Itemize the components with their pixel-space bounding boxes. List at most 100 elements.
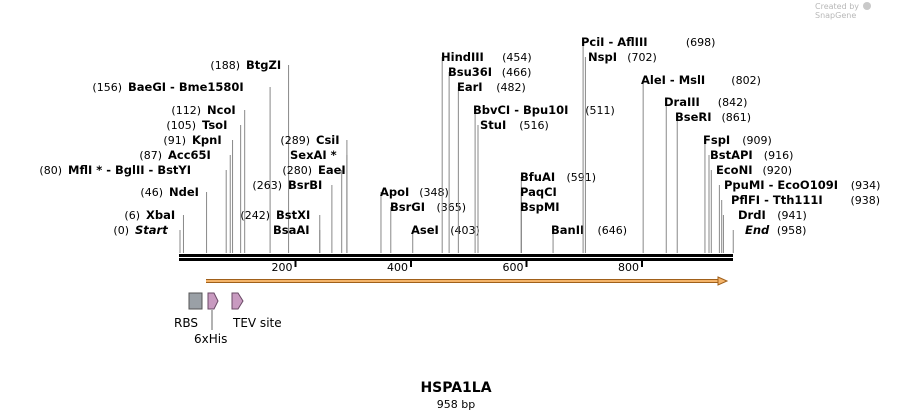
enzyme-label-apoi-16[interactable]: ApoI — [380, 185, 409, 199]
enzyme-label-bsaai-11[interactable]: BsaAI — [273, 223, 310, 237]
enzyme-label-mfli-bglii-bstyi-3[interactable]: MflI * - BglII - BstYI — [68, 163, 191, 177]
tick-label-200: 200 — [272, 261, 293, 274]
enzyme-label-bspmi-26[interactable]: BspMI — [520, 200, 560, 214]
enzyme-label-drdi-38[interactable]: DrdI — [738, 208, 766, 222]
enzyme-position-btgzi-9: (188) — [210, 59, 240, 72]
enzyme-position-alei-msli-30: (802) — [731, 74, 761, 87]
enzyme-position-nspi-29: (702) — [627, 51, 657, 64]
enzyme-label-tsoi-6[interactable]: TsoI — [202, 118, 227, 132]
enzyme-label-csii-14[interactable]: CsiI — [316, 133, 340, 147]
enzyme-position-ndei-2: (46) — [140, 186, 163, 199]
watermark-brand: SnapGene — [815, 11, 857, 20]
enzyme-label-kpni-5[interactable]: KpnI — [192, 133, 222, 147]
enzyme-label-fspi-33[interactable]: FspI — [703, 133, 730, 147]
feature-label-6xhis: 6xHis — [194, 332, 227, 346]
tick-label-800: 800 — [618, 261, 639, 274]
enzyme-label-asei-18[interactable]: AseI — [411, 223, 439, 237]
enzyme-label-bsrgi-17[interactable]: BsrGI — [390, 200, 425, 214]
enzyme-label-ncoi-7[interactable]: NcoI — [207, 103, 236, 117]
enzyme-label-nspi-29[interactable]: NspI — [588, 50, 617, 64]
enzyme-position-ppumi-ecoo109i-36: (934) — [851, 179, 881, 192]
enzyme-position-drdi-38: (941) — [777, 209, 807, 222]
feature-label-rbs: RBS — [174, 316, 198, 330]
enzyme-label-pcii-afliii-28[interactable]: PciI - AflIII — [581, 35, 648, 49]
enzyme-position-eari-21: (482) — [496, 81, 526, 94]
enzyme-position-asei-18: (403) — [450, 224, 480, 237]
backbone-layer — [179, 254, 733, 261]
backbone-bottom-strand — [179, 258, 733, 261]
enzyme-position-draiii-31: (842) — [718, 96, 748, 109]
enzyme-position-bstapi-34: (916) — [764, 149, 794, 162]
enzyme-label-xbai-1[interactable]: XbaI — [146, 208, 175, 222]
rbs-box — [188, 292, 203, 310]
enzyme-position-fspi-33: (909) — [742, 134, 772, 147]
enzyme-layer: Start (0) XbaI (6) NdeI (46) MflI * - BglII - … — [39, 35, 880, 253]
backbone-top-strand — [179, 254, 733, 257]
enzyme-label-bsrbi-12[interactable]: BsrBI — [288, 178, 322, 192]
enzyme-label-ndei-2[interactable]: NdeI — [169, 185, 199, 199]
enzyme-position-hindiii-19: (454) — [502, 51, 532, 64]
tick-layer: 200 400 600 800 — [272, 261, 643, 274]
enzyme-label-baegi-bme1580i-8[interactable]: BaeGI - Bme1580I — [128, 80, 244, 94]
enzyme-label-banii-27[interactable]: BanII — [551, 223, 584, 237]
enzyme-position-bbvci-bpu10i-22: (511) — [585, 104, 615, 117]
enzyme-label-bbvci-bpu10i-22[interactable]: BbvCI - Bpu10I — [473, 103, 568, 117]
enzyme-position-mfli-bglii-bstyi-3: (80) — [39, 164, 62, 177]
snapgene-watermark: Created by SnapGene — [815, 2, 912, 20]
enzyme-position-banii-27: (646) — [598, 224, 628, 237]
enzyme-label-paqci-25[interactable]: PaqCI — [520, 185, 557, 199]
enzyme-label-pflfi-tth111i-37[interactable]: PflFI - Tth111I — [731, 193, 823, 207]
enzyme-position-xbai-1: (6) — [124, 209, 140, 222]
feature-label-tev-site: TEV site — [232, 316, 282, 330]
enzyme-position-bfuai-24: (591) — [567, 171, 597, 184]
enzyme-label-sexai-15[interactable]: SexAI * — [290, 148, 337, 162]
enzyme-label-stui-23[interactable]: StuI — [480, 118, 506, 132]
enzyme-label-bsu36i-20[interactable]: Bsu36I — [448, 65, 492, 79]
enzyme-label-eari-21[interactable]: EarI — [457, 80, 483, 94]
orf-layer — [206, 276, 729, 286]
enzyme-label-eaei-13[interactable]: EaeI — [318, 163, 346, 177]
enzyme-position-apoi-16: (348) — [419, 186, 449, 199]
enzyme-position-tsoi-6: (105) — [166, 119, 196, 132]
enzyme-position-pflfi-tth111i-37: (938) — [851, 194, 881, 207]
enzyme-position-acc65i-4: (87) — [139, 149, 162, 162]
enzyme-label-acc65i-4[interactable]: Acc65I — [168, 148, 211, 162]
tick-label-400: 400 — [387, 261, 408, 274]
enzyme-position-baegi-bme1580i-8: (156) — [92, 81, 122, 94]
enzyme-label-bstxi-10[interactable]: BstXI — [276, 208, 310, 222]
enzyme-label-ppumi-ecoo109i-36[interactable]: PpuMI - EcoO109I — [724, 178, 838, 192]
enzyme-label-alei-msli-30[interactable]: AleI - MslI — [641, 73, 705, 87]
tick-label-600: 600 — [503, 261, 524, 274]
enzyme-position-bsrbi-12: (263) — [252, 179, 282, 192]
enzyme-position-ncoi-7: (112) — [171, 104, 201, 117]
watermark-prefix: Created by — [815, 2, 860, 11]
enzyme-position-end-39: (958) — [777, 224, 807, 237]
tev-site-arrow — [231, 292, 244, 310]
enzyme-position-bsu36i-20: (466) — [502, 66, 532, 79]
feature-layer: RBS 6xHis TEV site — [174, 292, 282, 346]
enzyme-position-stui-23: (516) — [519, 119, 549, 132]
orf-arrow-head — [717, 276, 729, 286]
his-tag-arrow — [207, 292, 219, 310]
enzyme-position-bsrgi-17: (365) — [437, 201, 467, 214]
enzyme-position-start-0: (0) — [113, 224, 129, 237]
construct-name: HSPA1LA — [420, 380, 492, 396]
enzyme-position-bseri-32: (861) — [722, 111, 752, 124]
enzyme-label-econi-35[interactable]: EcoNI — [716, 163, 752, 177]
snapgene-logo-icon — [862, 2, 871, 10]
enzyme-label-draiii-31[interactable]: DraIII — [664, 95, 700, 109]
enzyme-position-pcii-afliii-28: (698) — [686, 36, 716, 49]
enzyme-position-econi-35: (920) — [763, 164, 793, 177]
enzyme-label-end-39[interactable]: End — [745, 223, 770, 237]
enzyme-label-btgzi-9[interactable]: BtgZI — [246, 58, 281, 72]
enzyme-label-bstapi-34[interactable]: BstAPI — [710, 148, 753, 162]
enzyme-label-start-0[interactable]: Start — [135, 223, 168, 237]
enzyme-label-bfuai-24[interactable]: BfuAI — [520, 170, 555, 184]
enzyme-position-kpni-5: (91) — [163, 134, 186, 147]
enzyme-label-hindiii-19[interactable]: HindIII — [441, 50, 484, 64]
construct-length: 958 bp — [436, 398, 476, 411]
enzyme-position-bstxi-10: (242) — [240, 209, 270, 222]
enzyme-position-eaei-13: (280) — [282, 164, 312, 177]
enzyme-label-bseri-32[interactable]: BseRI — [675, 110, 712, 124]
